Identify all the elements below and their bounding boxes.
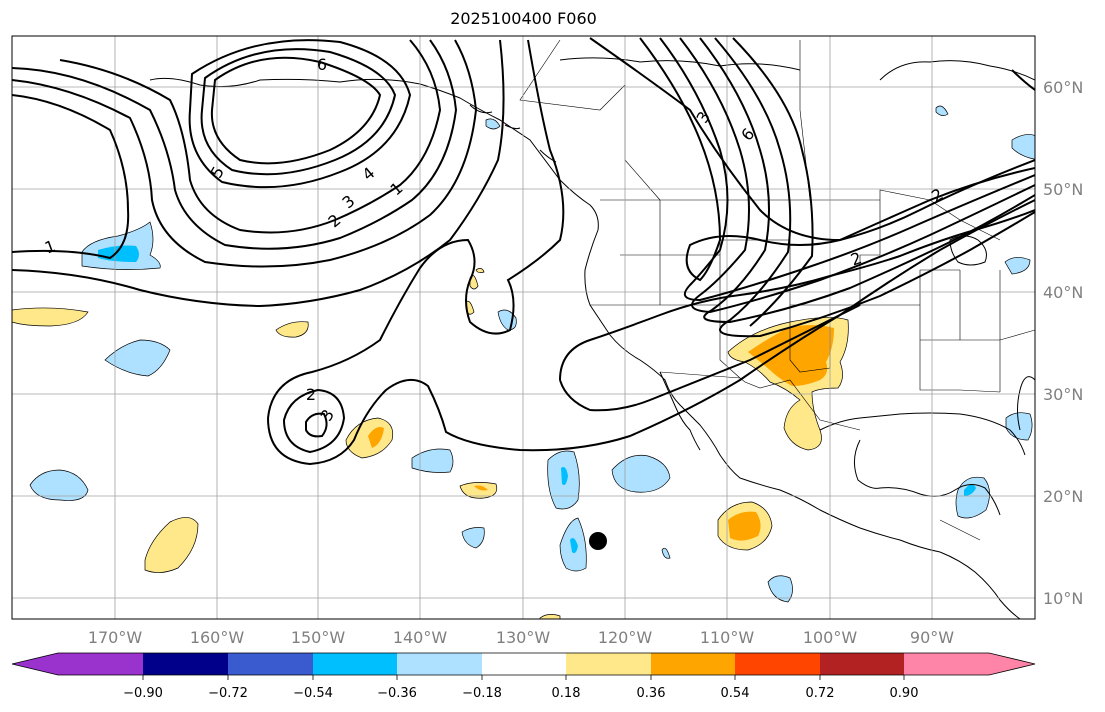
- colorbar-seg-6: [566, 653, 651, 675]
- colorbar: −0.90 −0.72 −0.54 −0.36 −0.18 0.18 0.36 …: [11, 652, 1036, 701]
- coast-central-am: [939, 551, 1021, 619]
- shade-blue-12: [955, 476, 990, 519]
- lon-label: 130°W: [496, 628, 551, 647]
- coast-alaska: [149, 77, 599, 231]
- colorbar-tick: 0.54: [721, 686, 750, 701]
- contour-6-alaska: [210, 56, 382, 165]
- shade-blue-14: [1011, 134, 1035, 160]
- coast-great-lakes: [949, 235, 987, 266]
- contours: [12, 37, 1035, 466]
- shade-orange-4: [748, 325, 834, 386]
- coast-westcoast: [584, 229, 941, 553]
- colorbar-seg-0: [12, 653, 58, 675]
- shade-cyan-3: [570, 538, 578, 554]
- coast-gulf: [819, 412, 1026, 456]
- shade-blue-2: [104, 339, 171, 377]
- shade-blue-10: [661, 547, 671, 559]
- shade-orange-2: [474, 485, 488, 491]
- colorbar-seg-0b: [58, 653, 143, 675]
- colorbar-tick: −0.18: [462, 686, 502, 701]
- lon-label: 140°W: [393, 628, 448, 647]
- coast-arctic: [559, 57, 801, 71]
- lat-labels: 60°N 50°N 40°N 30°N 20°N 10°N: [1043, 78, 1083, 608]
- lon-label: 100°W: [803, 628, 858, 647]
- colorbar-tick: −0.90: [123, 686, 163, 701]
- map-frame: [11, 35, 1036, 620]
- lon-label: 160°W: [190, 628, 245, 647]
- lat-label: 40°N: [1043, 283, 1083, 302]
- borders: [519, 39, 1035, 541]
- colorbar-seg-7: [651, 653, 735, 675]
- contour-2-low: [282, 388, 346, 454]
- shade-orange-1: [368, 427, 384, 448]
- shade-blue-11: [767, 575, 793, 603]
- colorbar-outline: [11, 652, 1036, 676]
- coast-yucatan: [854, 439, 1001, 516]
- shade-cyan-4: [964, 484, 976, 496]
- colorbar-tick: 0.36: [637, 686, 666, 701]
- coast-baja: [659, 371, 701, 451]
- colorbar-tick: −0.36: [377, 686, 417, 701]
- station-marker: [589, 532, 607, 550]
- colorbar-seg-2: [228, 653, 313, 675]
- colorbar-tick: −0.54: [293, 686, 333, 701]
- lat-label: 60°N: [1043, 78, 1083, 97]
- colorbar-seg-5: [482, 653, 566, 675]
- coastlines: [149, 57, 1035, 619]
- lon-labels: 170°W 160°W 150°W 140°W 130°W 120°W 110°…: [88, 628, 954, 647]
- shade-yellow-2: [275, 321, 309, 338]
- shade-blue-4: [411, 448, 454, 473]
- lat-label: 20°N: [1043, 487, 1083, 506]
- shade-yellow-3b: [475, 268, 485, 274]
- colorbar-tick: 0.90: [890, 686, 919, 701]
- colorbar-tick: 0.72: [806, 686, 835, 701]
- gridlines: [12, 36, 1035, 619]
- colorbar-seg-10: [904, 653, 989, 675]
- shade-orange-3: [728, 511, 761, 541]
- contour-east-edge: [1011, 69, 1035, 91]
- colorbar-seg-3: [313, 653, 397, 675]
- shade-blue-9: [461, 527, 485, 549]
- shade-yellow-1: [12, 307, 89, 327]
- contour-label-6-alaska: 6: [317, 55, 327, 74]
- colorbar-seg-9: [820, 653, 904, 675]
- colorbar-seg-8: [735, 653, 820, 675]
- colorbar-seg-10b: [989, 653, 1035, 675]
- lat-label: 30°N: [1043, 385, 1083, 404]
- shade-blue-15: [1004, 257, 1031, 275]
- lon-label: 150°W: [291, 628, 346, 647]
- contour-label-2-low: 2: [306, 385, 316, 404]
- lon-label: 120°W: [598, 628, 653, 647]
- lat-label: 10°N: [1043, 589, 1083, 608]
- positive-anomaly-shading: [12, 268, 849, 619]
- lon-label: 90°W: [910, 628, 954, 647]
- lat-label: 50°N: [1043, 180, 1083, 199]
- lon-label: 110°W: [700, 628, 755, 647]
- shade-cyan-2: [561, 467, 568, 485]
- colorbar-tick: 0.18: [552, 686, 581, 701]
- coast-east: [1017, 376, 1035, 431]
- colorbar-tick: −0.72: [208, 686, 248, 701]
- lon-label: 170°W: [88, 628, 143, 647]
- shade-blue-17: [485, 118, 501, 130]
- shade-blue-3: [29, 469, 89, 501]
- shade-blue-16: [935, 105, 949, 116]
- negative-anomaly-shading: [29, 105, 1035, 603]
- shade-yellow-7: [144, 517, 199, 573]
- colorbar-seg-4: [397, 653, 482, 675]
- contour-3-low: [305, 412, 328, 438]
- map-title: 2025100400 F060: [450, 9, 597, 28]
- colorbar-seg-1: [143, 653, 228, 675]
